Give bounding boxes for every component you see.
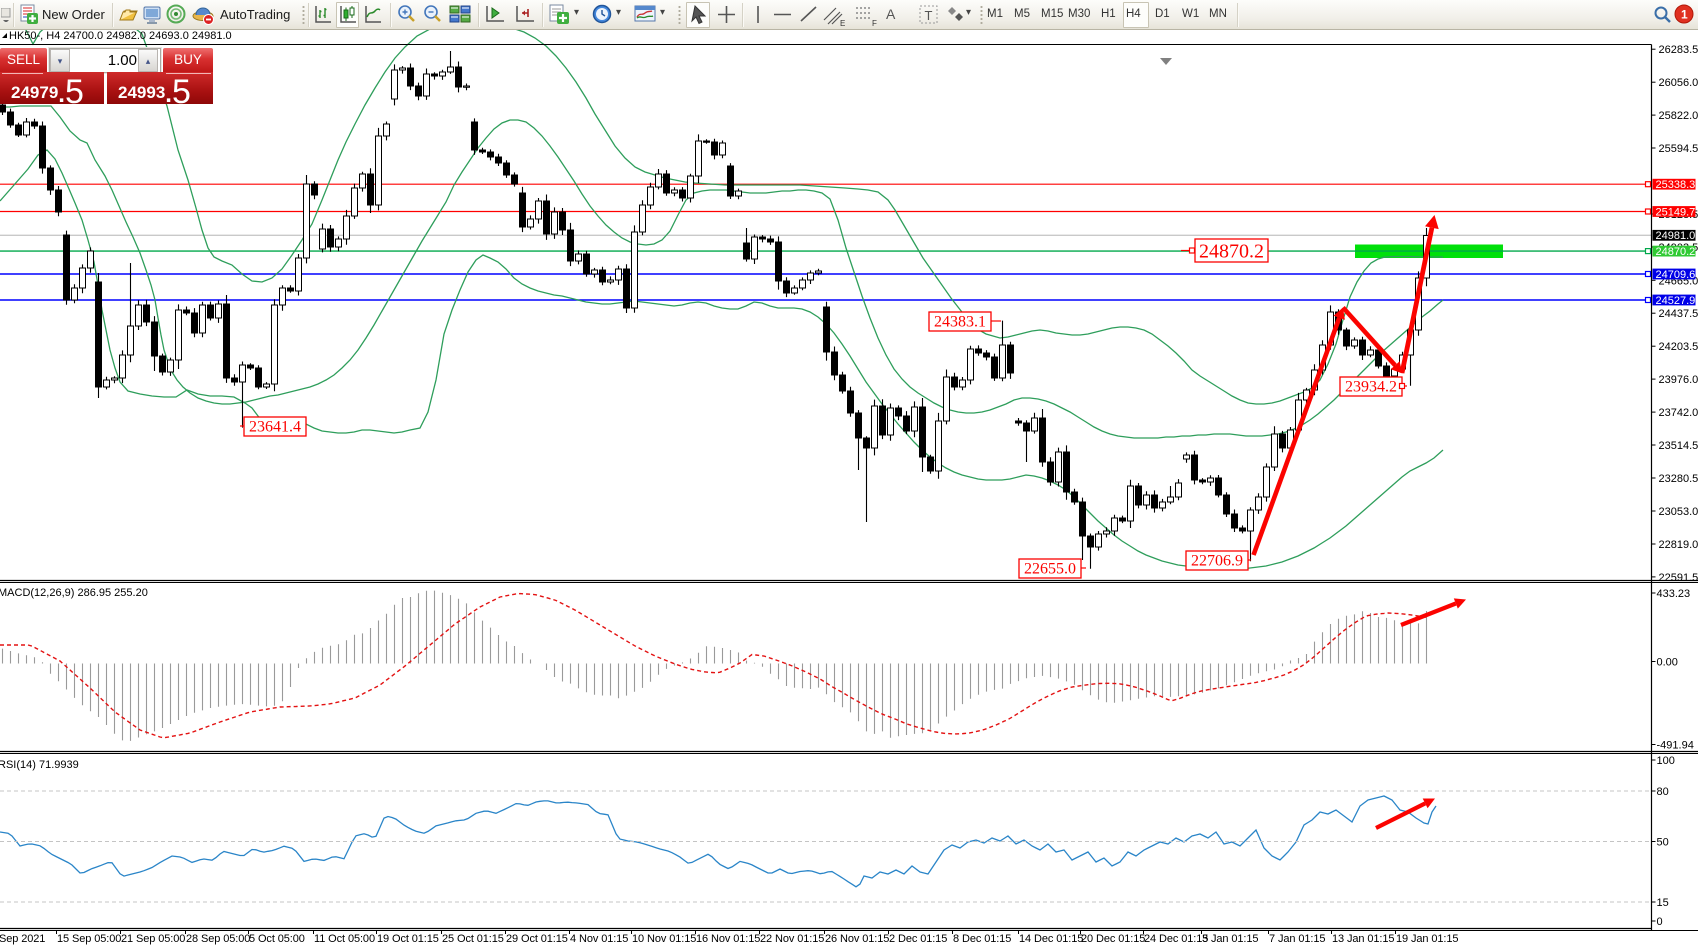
svg-text:22591.5: 22591.5 [1659,572,1698,584]
svg-text:0: 0 [1657,916,1663,928]
svg-text:7 Jan 01:15: 7 Jan 01:15 [1269,933,1325,945]
svg-text:25338.3: 25338.3 [1656,179,1696,191]
svg-text:26 Nov 01:15: 26 Nov 01:15 [825,933,889,945]
svg-text:24709.6: 24709.6 [1656,269,1696,281]
svg-text:25594.5: 25594.5 [1659,143,1698,155]
svg-text:16 Nov 01:15: 16 Nov 01:15 [696,933,760,945]
svg-text:26283.5: 26283.5 [1659,44,1698,56]
svg-text:24 Dec 01:15: 24 Dec 01:15 [1144,933,1208,945]
svg-text:23976.0: 23976.0 [1659,374,1698,386]
svg-text:Sep 2021: Sep 2021 [0,933,45,945]
svg-text:15: 15 [1657,897,1669,909]
svg-text:433.23: 433.23 [1657,588,1691,600]
svg-text:24870.2: 24870.2 [1199,241,1264,263]
svg-text:24203.5: 24203.5 [1659,341,1698,353]
svg-text:24870.2: 24870.2 [1656,246,1696,258]
svg-text:0.00: 0.00 [1657,657,1678,669]
svg-text:8 Dec 01:15: 8 Dec 01:15 [953,933,1011,945]
svg-text:23934.2: 23934.2 [1345,379,1397,396]
svg-text:19 Jan 01:15: 19 Jan 01:15 [1396,933,1458,945]
svg-text:28 Sep 05:00: 28 Sep 05:00 [186,933,250,945]
svg-text:100: 100 [1657,755,1675,767]
svg-text:22 Nov 01:15: 22 Nov 01:15 [760,933,824,945]
svg-text:29 Oct 01:15: 29 Oct 01:15 [506,933,568,945]
svg-text:15 Sep 05:00: 15 Sep 05:00 [57,933,121,945]
svg-text:23280.5: 23280.5 [1659,473,1698,485]
svg-text:24437.5: 24437.5 [1659,308,1698,320]
svg-text:22655.0: 22655.0 [1024,561,1076,578]
svg-text:-491.94: -491.94 [1657,740,1694,752]
svg-text:20 Dec 01:15: 20 Dec 01:15 [1081,933,1145,945]
svg-text:24981.0: 24981.0 [1656,230,1696,242]
svg-text:25149.7: 25149.7 [1656,206,1696,218]
svg-text:24383.1: 24383.1 [934,314,986,331]
svg-text:23641.4: 23641.4 [249,419,301,436]
svg-text:RSI(14) 71.9939: RSI(14) 71.9939 [0,759,79,771]
svg-text:5 Oct 05:00: 5 Oct 05:00 [249,933,305,945]
svg-text:10 Nov 01:15: 10 Nov 01:15 [632,933,696,945]
svg-text:F: F [872,19,877,28]
svg-text:25822.0: 25822.0 [1659,110,1698,122]
svg-text:MACD(12,26,9) 286.95 255.20: MACD(12,26,9) 286.95 255.20 [0,587,148,599]
svg-text:25 Oct 01:15: 25 Oct 01:15 [442,933,504,945]
svg-text:T: T [925,8,933,23]
svg-text:3 Jan 01:15: 3 Jan 01:15 [1202,933,1258,945]
svg-text:E: E [840,19,845,28]
svg-text:19 Oct 01:15: 19 Oct 01:15 [377,933,439,945]
svg-text:2 Dec 01:15: 2 Dec 01:15 [889,933,947,945]
svg-text:23514.5: 23514.5 [1659,440,1698,452]
svg-text:23742.0: 23742.0 [1659,407,1698,419]
svg-text:1: 1 [1681,8,1688,22]
svg-text:13 Jan 01:15: 13 Jan 01:15 [1332,933,1394,945]
svg-text:26056.0: 26056.0 [1659,77,1698,89]
svg-text:23053.0: 23053.0 [1659,506,1698,518]
svg-text:80: 80 [1657,786,1669,798]
svg-text:11 Oct 05:00: 11 Oct 05:00 [314,933,375,945]
svg-text:24527.9: 24527.9 [1656,295,1696,307]
svg-text:14 Dec 01:15: 14 Dec 01:15 [1019,933,1083,945]
svg-text:HK50-, H4 24700.0 24982.0 246: HK50-, H4 24700.0 24982.0 24693.0 24981.… [9,30,232,42]
svg-text:4 Nov 01:15: 4 Nov 01:15 [570,933,628,945]
svg-text:22706.9: 22706.9 [1191,553,1243,570]
svg-text:22819.0: 22819.0 [1659,539,1698,551]
svg-text:50: 50 [1657,837,1669,849]
svg-text:21 Sep 05:00: 21 Sep 05:00 [121,933,185,945]
